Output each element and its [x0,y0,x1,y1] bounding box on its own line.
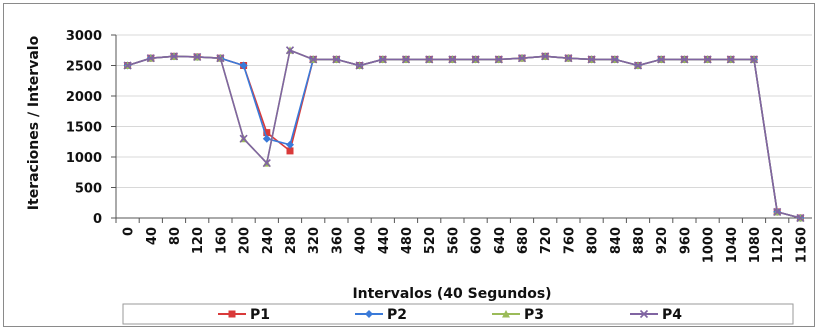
data-point [564,54,573,63]
data-point [193,52,202,62]
data-point [773,207,782,216]
data-point [610,55,619,64]
legend: P1 P2 P3 P4 [122,303,794,325]
x-tick-label: 840 [609,227,624,254]
x-axis-title: Intervalos (40 Segundos) [352,286,551,302]
x-tick-label: 440 [377,227,392,254]
x-tick-label: 400 [354,227,369,254]
data-point [285,46,295,55]
y-tick-label: 1000 [66,151,102,166]
data-point [448,55,457,64]
data-point [262,159,271,168]
legend-label: P2 [387,307,407,323]
y-tick-label: 3000 [66,29,102,44]
data-point [169,52,179,61]
x-tick-label: 680 [516,227,531,254]
x-tick-label: 40 [145,227,160,245]
x-tick-label: 200 [238,227,253,254]
data-point [517,54,527,63]
x-tick-label: 1160 [794,227,809,263]
x-tick-label: 560 [446,227,461,254]
series [123,46,805,223]
series-p4 [123,46,805,223]
x-tick-labels: 0 40 80 120 160 200 240 280 320 360 400 440 480 520 56… [115,218,809,263]
legend-marker [502,310,510,318]
legend-marker [639,309,649,319]
series-line-p2 [127,55,801,219]
y-tick-label: 0 [93,212,102,227]
legend-label: P3 [524,307,544,323]
x-tick-label: 80 [168,227,183,245]
series-line-p4 [127,49,801,219]
legend-entry-p2: P2 [355,307,407,323]
data-point [749,55,759,64]
series-line-p1 [127,55,801,219]
data-point [657,55,666,64]
data-point [425,55,434,64]
x-tick-label: 960 [678,227,693,254]
data-point [309,55,318,64]
data-point [355,61,364,70]
data-point [123,61,132,70]
data-point [680,55,689,64]
x-tick-label: 240 [261,227,276,254]
x-tick-label: 280 [284,227,299,254]
legend-label: P1 [250,307,270,323]
x-tick-label: 720 [539,227,554,254]
series-line-p3 [127,49,801,219]
y-tick-label: 2500 [66,60,102,75]
x-tick-label: 760 [562,227,577,254]
data-point [726,55,735,64]
data-point [587,55,596,64]
x-tick-label: 120 [191,227,206,254]
data-point [703,55,712,64]
x-tick-label: 320 [307,227,322,254]
x-tick-label: 640 [493,227,508,254]
x-tick-label: 1000 [702,227,717,263]
x-tick-label: 1040 [725,227,740,263]
data-point [494,55,503,64]
legend-label: P4 [662,307,682,323]
x-tick-label: 160 [214,227,229,254]
data-point [263,129,271,137]
legend-marker [365,310,373,318]
legend-marker [228,310,236,318]
x-tick-label: 0 [122,227,137,236]
y-tick-labels: 0 500 1000 1500 2000 2500 3000 [66,29,116,227]
y-tick-label: 2000 [66,90,102,105]
data-point [239,134,248,143]
data-point [633,61,643,70]
legend-entry-p3: P3 [492,307,544,323]
data-point [216,54,225,63]
data-point [146,54,155,63]
data-point [378,55,387,64]
legend-entry-p4: P4 [630,307,682,323]
data-point [332,55,341,64]
x-tick-label: 360 [330,227,345,254]
x-tick-label: 1120 [771,227,786,263]
x-tick-label: 480 [400,227,415,254]
x-tick-label: 880 [632,227,647,254]
data-point [541,52,550,61]
x-tick-label: 520 [423,227,438,254]
x-tick-label: 600 [470,227,485,254]
series-p3 [123,46,805,222]
data-point [471,55,480,64]
data-point [239,61,248,70]
y-axis-title: Iteraciones / Intervalo [26,35,42,210]
data-point [286,140,294,149]
legend-box [122,303,794,325]
data-point [286,147,294,155]
y-tick-label: 1500 [66,121,102,136]
y-tick-label: 500 [75,182,102,197]
legend-entry-p1: P1 [218,307,270,323]
x-tick-label: 1080 [748,227,763,263]
data-point [401,55,411,64]
x-tick-label: 920 [655,227,670,254]
data-point [262,134,271,143]
data-point [796,213,805,223]
x-tick-label: 800 [586,227,601,254]
gridlines [116,34,812,188]
